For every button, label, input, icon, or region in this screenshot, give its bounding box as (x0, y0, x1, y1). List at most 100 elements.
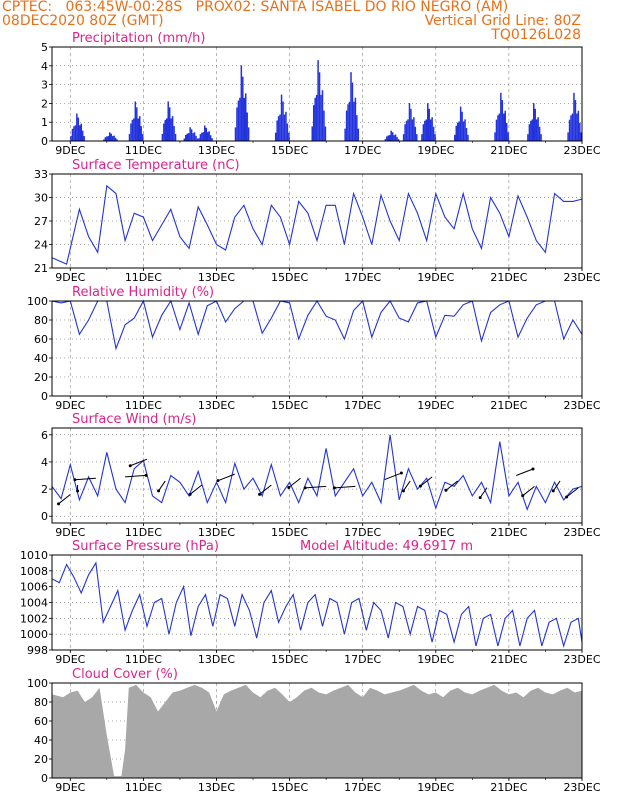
panel-0-bar (387, 135, 390, 141)
panel-0-bar (239, 97, 241, 141)
panel-4-series-line (51, 561, 583, 649)
panel-3-wind-arrow (420, 476, 433, 487)
panel-0-bar (507, 132, 509, 141)
panel-0-bar (407, 119, 409, 141)
panel-3-wind-arrow (125, 474, 147, 478)
panel-0-bar (351, 82, 354, 141)
panel-0-bar (573, 92, 575, 141)
panel-1-x-tick-label: 13DEC (198, 271, 235, 284)
panel-5-x-tick-label: 15DEC (271, 781, 308, 794)
panel-0-bar (113, 135, 115, 141)
panel-2-x-tick-label: 11DEC (125, 399, 162, 412)
panel-2-x-tick-label: 23DEC (563, 399, 600, 412)
panel-0-bar (424, 120, 426, 141)
panel-0-bar (240, 65, 243, 141)
panel-0-bar (71, 128, 74, 141)
panel-2-x-tick-label: 13DEC (198, 399, 235, 412)
panel-0-bar (274, 132, 277, 141)
panel-3-wind-arrow (189, 484, 203, 495)
panel-1-x-tick-label: 15DEC (271, 271, 308, 284)
panel-4-title: Surface Pressure (hPa) (72, 539, 219, 554)
panel-0-bar (540, 134, 542, 141)
panel-0-bar (199, 134, 202, 141)
header-date-line: 08DEC2020 80Z (GMT) (2, 13, 164, 29)
panel-0-bar (391, 132, 394, 141)
panel-3-x-tick-label: 21DEC (490, 526, 527, 539)
panel-3-wind-arrow-head (565, 495, 569, 499)
panel-0-bar (567, 132, 569, 141)
panel-0-bar (83, 136, 85, 141)
panel-0-bar (107, 136, 110, 141)
panel-4-y-tick-label: 1002 (20, 612, 48, 625)
panel-3-wind-arrow-head (188, 492, 192, 496)
panel-0-x-tick-label: 17DEC (344, 144, 381, 157)
panel-3-x-tick-label: 23DEC (563, 526, 600, 539)
panel-0-bar (568, 119, 571, 141)
panel-3-wind-arrow-head (258, 492, 262, 496)
panel-0-bar (186, 133, 188, 141)
panel-0-bar (77, 117, 80, 141)
panel-3-wind-arrow-head (76, 489, 80, 493)
panel-5-y-tick-label: 40 (34, 734, 48, 747)
panel-0-bar (106, 136, 108, 141)
panel-3-wind-arrow-head (399, 471, 403, 475)
panel-1-y-tick-label: 30 (34, 192, 48, 205)
panel-4-frame (51, 554, 583, 651)
panel-0-bar (347, 104, 349, 141)
panel-0-bar (350, 72, 352, 141)
panel-5-frame (51, 682, 583, 779)
panel-2-x-tick-label: 15DEC (271, 399, 308, 412)
panel-0-bar (537, 117, 539, 141)
panel-0-bar (427, 103, 429, 141)
panel-5-title: Cloud Cover (%) (72, 667, 178, 682)
panel-0-bar (390, 130, 392, 141)
panel-0-bar (114, 137, 117, 141)
panel-0-bar (396, 137, 398, 141)
panel-0-bar (80, 123, 82, 141)
panel-0-bar (283, 114, 286, 141)
panel-0-bar (190, 129, 193, 141)
panel-0-y-tick-label: 4 (41, 60, 48, 73)
panel-4-y-tick-label: 1000 (20, 628, 48, 641)
panel-0-bar (193, 132, 196, 141)
panel-0-bar (138, 116, 141, 141)
panel-0-bar (533, 103, 535, 141)
panel-0-bar (404, 124, 406, 141)
panel-4-y-tick-label: 1008 (20, 565, 48, 578)
panel-0-bar (388, 135, 391, 141)
panel-0-bar (311, 126, 313, 141)
panel-3-wind-arrow-head (287, 486, 291, 490)
panel-0-bar (410, 108, 412, 141)
panel-0-bar (315, 94, 318, 141)
panel-0-bar (528, 124, 531, 141)
panel-0-bar (318, 72, 321, 141)
panel-0-bar (167, 101, 169, 141)
panel-4-x-tick-label: 13DEC (198, 653, 235, 666)
panel-0-bar (348, 101, 351, 141)
panel-3-wind-arrow-head (401, 489, 405, 493)
panel-0-bar (408, 103, 411, 141)
panel-0-bar (133, 118, 135, 141)
panel-0-bar (425, 119, 428, 141)
panel-3-wind-arrow-head (478, 496, 482, 500)
panel-3-x-tick-label: 9DEC (55, 526, 85, 539)
panel-2-y-tick-label: 0 (41, 390, 48, 403)
panel-0-bar (574, 100, 577, 141)
panel-0-bar (243, 97, 246, 141)
panel-5-x-tick-label: 19DEC (417, 781, 454, 794)
panel-0-bar (277, 116, 280, 141)
panel-0-bar (458, 121, 460, 141)
panel-5-y-tick-label: 80 (34, 696, 48, 709)
panel-0-bar (279, 114, 281, 141)
panel-0-bar (201, 132, 203, 141)
panel-2-title: Relative Humidity (%) (72, 285, 214, 300)
panel-0-bar (432, 126, 435, 141)
panel-3-wind-arrow-head (418, 484, 422, 488)
panel-0-bar (314, 97, 316, 141)
panel-5-x-tick-label: 21DEC (490, 781, 527, 794)
panel-1-x-tick-label: 17DEC (344, 271, 381, 284)
panel-3-wind-arrow (522, 485, 535, 497)
panel-0-bar (276, 120, 278, 141)
panel-3-wind-arrow (552, 480, 561, 492)
panel-0-bar (192, 133, 194, 141)
